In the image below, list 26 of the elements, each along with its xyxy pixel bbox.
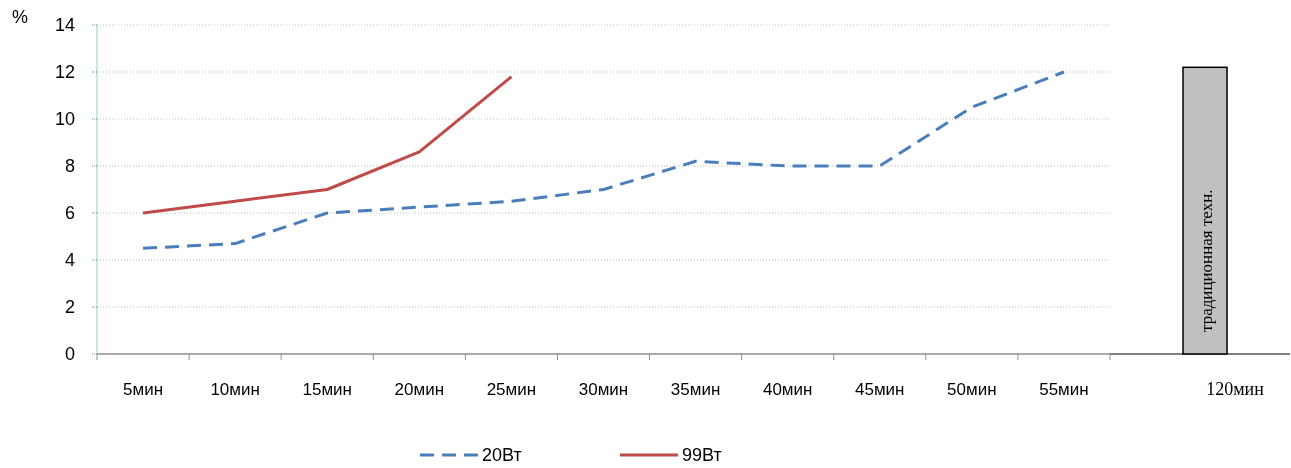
y-tick-label: 14 bbox=[54, 15, 75, 36]
y-axis-title: % bbox=[12, 7, 29, 27]
line-series bbox=[141, 70, 1066, 250]
x-tick-label: 10мин bbox=[210, 380, 260, 399]
series-label: традиционная техн. bbox=[1197, 189, 1216, 332]
x-tick-label: 35мин bbox=[670, 380, 721, 399]
y-tick-label: 12 bbox=[54, 62, 75, 83]
x-tick-label: 40мин bbox=[762, 380, 813, 399]
x-tick-label: 5мин bbox=[123, 380, 164, 399]
x-tick-label: 120мин bbox=[1206, 379, 1265, 399]
y-tick-label: 8 bbox=[64, 156, 75, 177]
x-tick-label: 30мин bbox=[578, 380, 629, 399]
x-tick-label: 45мин bbox=[855, 380, 905, 399]
x-tick-label: 15мин bbox=[302, 380, 352, 399]
y-tick-label: 0 bbox=[64, 344, 75, 365]
y-tick-label: 6 bbox=[64, 203, 75, 224]
y-tick-label: 10 bbox=[54, 109, 75, 130]
legend-label: 20Вт bbox=[482, 445, 522, 466]
legend-label: 99Вт bbox=[682, 445, 722, 466]
y-tick-label: 4 bbox=[64, 250, 75, 271]
x-tick-label: 25мин bbox=[486, 380, 537, 399]
y-tick-label: 2 bbox=[64, 297, 75, 318]
x-tick-label: 20мин bbox=[394, 380, 445, 399]
x-tick-label: 50мин bbox=[947, 380, 997, 399]
line-series bbox=[141, 75, 513, 215]
x-tick-label: 55мин bbox=[1039, 380, 1089, 399]
